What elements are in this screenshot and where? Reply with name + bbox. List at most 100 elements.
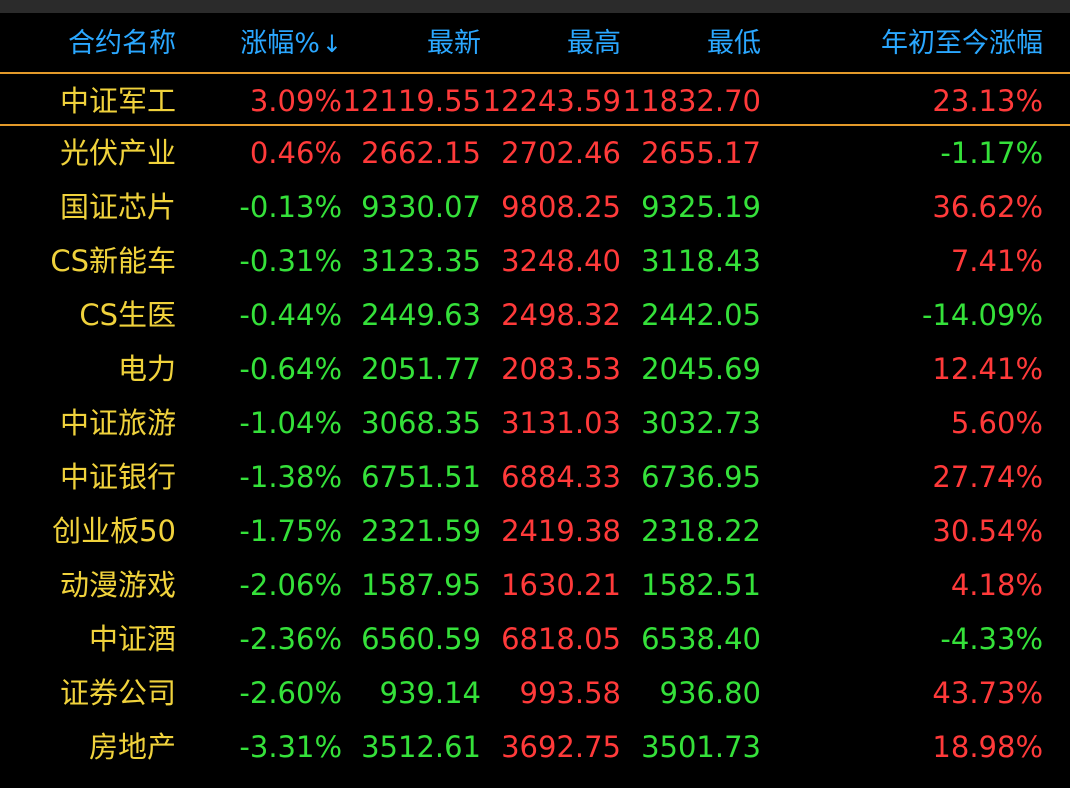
table-row[interactable]: 房地产 -3.31% 3512.61 3692.75 3501.73 18.98% [0,720,1070,774]
cell-high: 12243.59 [482,84,621,118]
cell-high: 2083.53 [501,352,621,386]
cell-name: CS生医 [79,298,176,332]
cell-last: 2321.59 [361,514,481,548]
cell-ytd: 23.13% [932,84,1043,118]
table-row[interactable]: 中证酒 -2.36% 6560.59 6818.05 6538.40 -4.33% [0,612,1070,666]
table-header: 合约名称 涨幅%↓ 最新 最高 最低 年初至今涨幅 [0,18,1070,70]
cell-last: 1587.95 [361,568,481,602]
cell-ytd: 4.18% [950,568,1043,602]
cell-low: 11832.70 [622,84,761,118]
cell-ytd: 43.73% [932,676,1043,710]
cell-ytd: 12.41% [932,352,1043,386]
cell-change: -0.44% [239,298,342,332]
table-row[interactable]: 光伏产业 0.46% 2662.15 2702.46 2655.17 -1.17% [0,126,1070,180]
table-row[interactable]: 动漫游戏 -2.06% 1587.95 1630.21 1582.51 4.18% [0,558,1070,612]
cell-name: 电力 [117,352,176,386]
column-header-low[interactable]: 最低 [707,28,761,59]
column-header-high[interactable]: 最高 [567,28,621,59]
cell-ytd: 7.41% [950,244,1043,278]
cell-change: -2.60% [239,676,342,710]
cell-name: 中证军工 [59,84,176,118]
table-row[interactable]: 中证旅游 -1.04% 3068.35 3131.03 3032.73 5.60% [0,396,1070,450]
cell-low: 3032.73 [641,406,761,440]
cell-high: 6818.05 [501,622,621,656]
window-top-bar [0,0,1070,13]
cell-change: -0.13% [239,190,342,224]
cell-name: 房地产 [88,730,176,764]
cell-low: 3501.73 [641,730,761,764]
cell-high: 2498.32 [501,298,621,332]
cell-last: 9330.07 [361,190,481,224]
table-row[interactable]: 中证银行 -1.38% 6751.51 6884.33 6736.95 27.74% [0,450,1070,504]
cell-high: 1630.21 [501,568,621,602]
cell-last: 2662.15 [361,136,481,170]
cell-last: 3123.35 [361,244,481,278]
cell-name: 中证酒 [88,622,176,656]
cell-last: 6751.51 [361,460,481,494]
cell-high: 2419.38 [501,514,621,548]
table-row[interactable]: 证券公司 -2.60% 939.14 993.58 936.80 43.73% [0,666,1070,720]
column-header-change[interactable]: 涨幅%↓ [180,18,342,70]
cell-last: 12119.55 [342,84,481,118]
table-row[interactable]: 国证芯片 -0.13% 9330.07 9808.25 9325.19 36.62% [0,180,1070,234]
cell-high: 3248.40 [501,244,621,278]
cell-name: 创业板50 [52,514,176,548]
cell-last: 2449.63 [361,298,481,332]
cell-low: 6538.40 [641,622,761,656]
cell-last: 3068.35 [361,406,481,440]
cell-change: 3.09% [249,84,342,118]
cell-low: 3118.43 [641,244,761,278]
cell-low: 1582.51 [641,568,761,602]
cell-change: -2.36% [239,622,342,656]
cell-change: -0.31% [239,244,342,278]
cell-ytd: 36.62% [932,190,1043,224]
cell-ytd: -14.09% [921,298,1043,332]
cell-ytd: 27.74% [932,460,1043,494]
cell-change: -0.64% [239,352,342,386]
cell-name: 光伏产业 [59,136,176,170]
cell-last: 2051.77 [361,352,481,386]
cell-high: 6884.33 [501,460,621,494]
cell-high: 3692.75 [501,730,621,764]
cell-high: 9808.25 [501,190,621,224]
cell-name: 国证芯片 [59,190,176,224]
cell-ytd: 18.98% [932,730,1043,764]
cell-last: 6560.59 [361,622,481,656]
sort-descending-icon: ↓ [321,30,342,58]
cell-name: 中证银行 [59,460,176,494]
cell-last: 3512.61 [361,730,481,764]
cell-ytd: -4.33% [940,622,1043,656]
table-row[interactable]: CS新能车 -0.31% 3123.35 3248.40 3118.43 7.41% [0,234,1070,288]
cell-name: 动漫游戏 [59,568,176,602]
cell-low: 2655.17 [641,136,761,170]
cell-low: 9325.19 [641,190,761,224]
cell-change: -1.04% [239,406,342,440]
table-row[interactable]: 中证军工 3.09% 12119.55 12243.59 11832.70 23.13% [0,72,1070,126]
column-header-last[interactable]: 最新 [427,28,481,59]
cell-high: 2702.46 [501,136,621,170]
table-row[interactable]: 电力 -0.64% 2051.77 2083.53 2045.69 12.41% [0,342,1070,396]
cell-ytd: 5.60% [950,406,1043,440]
table-row[interactable]: CS生医 -0.44% 2449.63 2498.32 2442.05 -14.09% [0,288,1070,342]
cell-low: 6736.95 [641,460,761,494]
cell-low: 2318.22 [641,514,761,548]
cell-change: -3.31% [239,730,342,764]
cell-name: 中证旅游 [59,406,176,440]
cell-name: 证券公司 [59,676,176,710]
cell-name: CS新能车 [50,244,176,278]
column-header-ytd[interactable]: 年初至今涨幅 [881,28,1043,59]
column-header-name[interactable]: 合约名称 [68,28,176,59]
cell-low: 2045.69 [641,352,761,386]
cell-change: 0.46% [249,136,342,170]
cell-last: 939.14 [379,676,481,710]
column-header-change-label: 涨幅% [240,28,320,59]
cell-high: 993.58 [519,676,621,710]
cell-high: 3131.03 [501,406,621,440]
table-row[interactable]: 创业板50 -1.75% 2321.59 2419.38 2318.22 30.54% [0,504,1070,558]
cell-low: 2442.05 [641,298,761,332]
cell-change: -2.06% [239,568,342,602]
cell-change: -1.38% [239,460,342,494]
cell-low: 936.80 [659,676,761,710]
cell-ytd: 30.54% [932,514,1043,548]
cell-ytd: -1.17% [940,136,1043,170]
